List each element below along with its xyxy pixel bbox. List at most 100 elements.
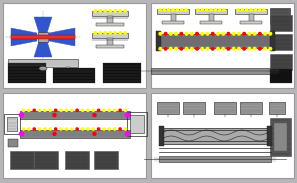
Circle shape [176,9,178,11]
Circle shape [222,32,225,35]
Circle shape [243,32,245,35]
Bar [13,76,23,77]
Circle shape [175,32,177,35]
Circle shape [39,109,41,111]
Circle shape [124,109,127,111]
Circle shape [99,10,102,12]
Bar [235,9,267,14]
Bar [38,32,48,42]
Circle shape [108,109,110,111]
Bar [249,14,254,22]
Bar [270,8,290,24]
Circle shape [201,9,203,11]
Circle shape [22,109,25,111]
Circle shape [248,47,251,50]
Circle shape [190,32,193,35]
Circle shape [206,47,209,50]
Circle shape [104,10,106,12]
Circle shape [223,9,225,11]
Circle shape [124,128,127,130]
Bar [34,151,58,169]
Circle shape [238,47,240,50]
Circle shape [227,47,230,50]
Circle shape [163,9,165,11]
Circle shape [181,9,183,11]
Circle shape [92,109,94,111]
Bar [240,102,262,114]
Circle shape [126,132,129,136]
Bar [96,45,124,48]
Bar [157,9,189,14]
Bar [200,21,222,24]
Circle shape [241,9,244,11]
Circle shape [159,47,162,50]
Circle shape [87,128,89,130]
Circle shape [76,128,78,130]
Circle shape [206,9,208,11]
Circle shape [93,132,96,135]
Circle shape [217,47,219,50]
Circle shape [227,32,230,35]
Circle shape [170,32,172,35]
Bar [20,130,129,138]
Circle shape [250,9,252,11]
Circle shape [87,109,89,111]
Circle shape [164,32,167,35]
Circle shape [114,32,116,34]
Bar [156,34,274,48]
Circle shape [119,128,121,130]
Polygon shape [49,28,75,46]
Bar [4,114,20,135]
Bar [92,33,128,38]
Bar [162,21,184,24]
Bar [92,11,128,16]
Bar [214,102,236,114]
Bar [11,35,75,39]
Bar [130,115,144,133]
Circle shape [259,47,261,50]
Bar [65,151,89,169]
Circle shape [264,32,266,35]
Bar [208,14,214,22]
Circle shape [263,9,265,11]
Circle shape [219,9,221,11]
Circle shape [76,109,78,111]
Circle shape [109,32,111,34]
Circle shape [55,128,57,130]
Circle shape [39,128,41,130]
Bar [270,54,292,70]
Circle shape [253,32,256,35]
Bar [151,68,279,74]
Bar [53,68,95,83]
Polygon shape [11,28,37,46]
Bar [159,128,271,143]
Bar [274,122,287,150]
Circle shape [246,9,248,11]
Circle shape [108,128,110,130]
Bar [96,23,124,26]
Circle shape [196,47,198,50]
Circle shape [44,128,46,130]
Circle shape [20,113,23,117]
Circle shape [44,109,46,111]
Ellipse shape [39,66,47,70]
Bar [107,16,113,24]
Circle shape [22,128,25,130]
Bar [8,63,46,83]
Polygon shape [34,17,52,33]
Bar [3,3,146,88]
Bar [151,93,294,178]
Circle shape [103,109,105,111]
Circle shape [126,113,129,117]
Circle shape [71,128,73,130]
Circle shape [159,32,162,35]
Circle shape [217,32,219,35]
Circle shape [33,109,35,111]
Circle shape [211,47,214,50]
Circle shape [124,32,127,34]
Bar [270,15,292,31]
Circle shape [65,109,67,111]
Circle shape [196,32,198,35]
Bar [7,117,17,131]
Circle shape [168,9,170,11]
